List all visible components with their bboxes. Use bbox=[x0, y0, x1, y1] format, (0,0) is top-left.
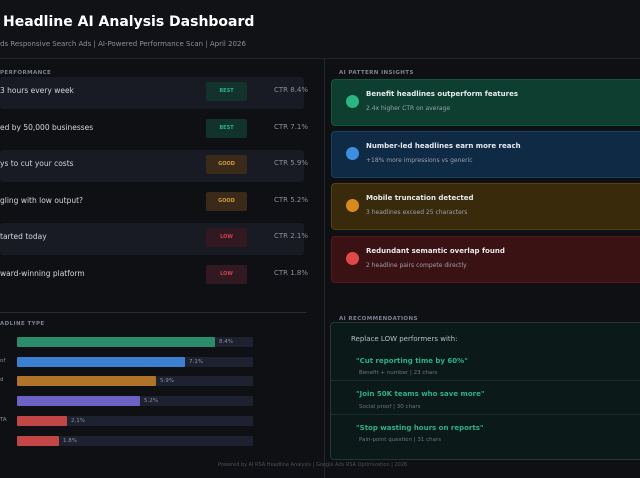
insight-detail: 2 headline pairs compete directly bbox=[366, 262, 467, 269]
bar-value-label: 1.8% bbox=[63, 438, 77, 444]
insights-section-label: AI PATTERN INSIGHTS bbox=[339, 70, 414, 76]
status-dot-icon bbox=[346, 199, 359, 212]
ctr-value: CTR 5.9% bbox=[274, 159, 309, 167]
recommended-headline[interactable]: "Join 50K teams who save more" bbox=[356, 390, 485, 398]
headline-text: tarted today bbox=[0, 232, 47, 241]
ctr-value: CTR 2.1% bbox=[274, 232, 309, 240]
recommendations-section-label: AI RECOMMENDATIONS bbox=[339, 316, 418, 322]
insight-card[interactable]: Redundant semantic overlap found 2 headl… bbox=[331, 236, 640, 283]
status-dot-icon bbox=[346, 147, 359, 160]
recommended-headline-meta: Social proof | 30 chars bbox=[359, 404, 421, 410]
status-dot-icon bbox=[346, 252, 359, 265]
bar-category-label: TA bbox=[0, 417, 7, 423]
insight-card[interactable]: Number-led headlines earn more reach +18… bbox=[331, 131, 640, 178]
bar-track: 5.2% bbox=[17, 396, 253, 406]
insight-title: Benefit headlines outperform features bbox=[366, 90, 518, 98]
performance-badge: BEST bbox=[206, 82, 247, 101]
recommendation-divider bbox=[331, 414, 640, 415]
chart-title: ADLINE TYPE bbox=[0, 321, 45, 327]
bar bbox=[17, 436, 59, 446]
bar-value-label: 5.9% bbox=[160, 378, 174, 384]
headline-text: 3 hours every week bbox=[0, 86, 74, 95]
performance-section-label: PERFORMANCE bbox=[0, 70, 52, 76]
performance-badge: GOOD bbox=[206, 192, 247, 211]
recommended-headline[interactable]: "Stop wasting hours on reports" bbox=[356, 424, 484, 432]
insight-title: Redundant semantic overlap found bbox=[366, 247, 505, 255]
bar bbox=[17, 357, 185, 367]
bar bbox=[17, 396, 140, 406]
ctr-value: CTR 7.1% bbox=[274, 123, 309, 131]
bar bbox=[17, 337, 215, 347]
insight-card[interactable]: Mobile truncation detected 3 headlines e… bbox=[331, 183, 640, 230]
bar-value-label: 8.4% bbox=[219, 339, 233, 345]
performance-badge: LOW bbox=[206, 265, 247, 284]
recommendations-intro: Replace LOW performers with: bbox=[351, 335, 458, 343]
column-divider bbox=[324, 58, 325, 478]
bar-track: 2.1% bbox=[17, 416, 253, 426]
insight-detail: 3 headlines exceed 25 characters bbox=[366, 209, 468, 216]
dashboard-header: Headline AI Analysis Dashboard ds Respon… bbox=[0, 0, 640, 59]
recommended-headline[interactable]: "Cut reporting time by 60%" bbox=[356, 357, 468, 365]
bar-track: 7.1% bbox=[17, 357, 253, 367]
bar-track: 5.9% bbox=[17, 376, 253, 386]
headline-text: ed by 50,000 businesses bbox=[0, 123, 94, 132]
bar-category-label: of bbox=[0, 358, 6, 364]
page-title: Headline AI Analysis Dashboard bbox=[3, 14, 255, 30]
bar-category-label: d bbox=[0, 377, 4, 383]
headline-row[interactable]: ys to cut your costs GOOD CTR 5.9% bbox=[0, 150, 308, 182]
performance-badge: BEST bbox=[206, 119, 247, 138]
recommendations-panel: Replace LOW performers with: "Cut report… bbox=[330, 322, 640, 460]
headline-row[interactable]: 3 hours every week BEST CTR 8.4% bbox=[0, 77, 308, 109]
insight-card[interactable]: Benefit headlines outperform features 2.… bbox=[331, 79, 640, 126]
status-dot-icon bbox=[346, 95, 359, 108]
bar bbox=[17, 376, 156, 386]
bar-value-label: 2.1% bbox=[71, 418, 85, 424]
bar bbox=[17, 416, 67, 426]
performance-badge: LOW bbox=[206, 228, 247, 247]
ctr-value: CTR 1.8% bbox=[274, 269, 309, 277]
bar-value-label: 7.1% bbox=[189, 359, 203, 365]
headline-row[interactable]: ward-winning platform LOW CTR 1.8% bbox=[0, 260, 308, 292]
ctr-value: CTR 8.4% bbox=[274, 86, 309, 94]
headline-text: ys to cut your costs bbox=[0, 159, 74, 168]
headline-row[interactable]: ed by 50,000 businesses BEST CTR 7.1% bbox=[0, 114, 308, 146]
headline-text: gling with low output? bbox=[0, 196, 84, 205]
headline-row[interactable]: tarted today LOW CTR 2.1% bbox=[0, 223, 308, 255]
page-subtitle: ds Responsive Search Ads | AI-Powered Pe… bbox=[0, 40, 246, 48]
recommendation-divider bbox=[331, 380, 640, 381]
section-divider bbox=[0, 312, 306, 313]
recommended-headline-meta: Benefit + number | 23 chars bbox=[359, 370, 438, 376]
insight-title: Number-led headlines earn more reach bbox=[366, 142, 521, 150]
headline-text: ward-winning platform bbox=[0, 269, 85, 278]
recommended-headline-meta: Pain-point question | 31 chars bbox=[359, 437, 442, 443]
insight-detail: +18% more impressions vs generic bbox=[366, 157, 473, 164]
insight-detail: 2.4x higher CTR on average bbox=[366, 105, 451, 112]
bar-track: 1.8% bbox=[17, 436, 253, 446]
headline-row[interactable]: gling with low output? GOOD CTR 5.2% bbox=[0, 187, 308, 219]
performance-badge: GOOD bbox=[206, 155, 247, 174]
ctr-value: CTR 5.2% bbox=[274, 196, 309, 204]
bar-value-label: 5.2% bbox=[144, 398, 158, 404]
footer-text: Powered by AI RSA Headline Analysis | Go… bbox=[218, 462, 408, 468]
insight-title: Mobile truncation detected bbox=[366, 194, 474, 202]
bar-track: 8.4% bbox=[17, 337, 253, 347]
